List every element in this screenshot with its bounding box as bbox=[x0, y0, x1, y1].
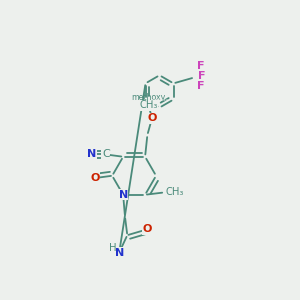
Text: O: O bbox=[147, 113, 157, 123]
Text: C: C bbox=[102, 149, 110, 159]
Text: methoxy: methoxy bbox=[151, 98, 169, 102]
Text: O: O bbox=[142, 224, 152, 234]
Text: O: O bbox=[90, 173, 100, 183]
Text: N: N bbox=[118, 190, 128, 200]
Text: H: H bbox=[109, 243, 116, 254]
Text: methoxy: methoxy bbox=[131, 93, 166, 102]
Text: F: F bbox=[196, 81, 204, 91]
Text: F: F bbox=[196, 61, 204, 71]
Text: N: N bbox=[87, 149, 97, 159]
Text: CH₃: CH₃ bbox=[140, 100, 158, 110]
Text: CH₃: CH₃ bbox=[166, 188, 184, 197]
Text: N: N bbox=[115, 248, 124, 257]
Text: F: F bbox=[199, 71, 206, 81]
